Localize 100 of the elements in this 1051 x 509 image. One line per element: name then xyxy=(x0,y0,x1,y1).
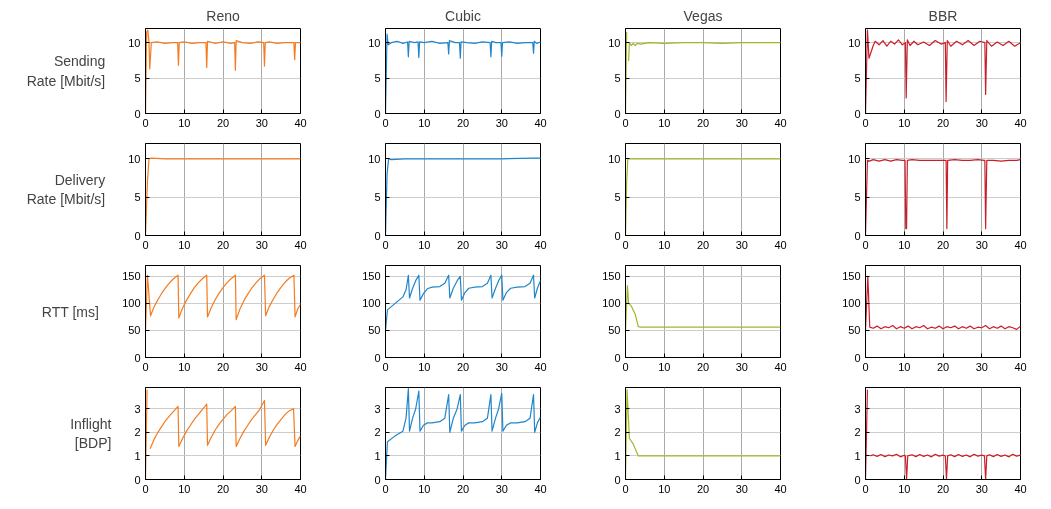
x-tick-label: 30 xyxy=(975,482,988,495)
x-tick-label: 40 xyxy=(294,482,307,495)
x-tick-label: 10 xyxy=(178,116,191,129)
x-tick-label: 10 xyxy=(418,360,431,373)
y-axis-title: Inflight [BDP] xyxy=(70,415,112,452)
x-tick-label: 0 xyxy=(382,238,389,251)
x-tick-label: 40 xyxy=(774,116,787,129)
x-tick-label: 30 xyxy=(495,482,508,495)
y-tick-label: 0 xyxy=(374,473,381,486)
y-tick-label: 5 xyxy=(374,191,381,204)
y-tick-label: 1 xyxy=(134,449,141,462)
x-tick-label: 20 xyxy=(456,482,470,495)
x-tick-label: 20 xyxy=(456,360,470,373)
x-tick-label: 40 xyxy=(1014,116,1027,129)
x-tick-label: 20 xyxy=(696,482,710,495)
y-axis-title: Delivery Rate [Mbit/s] xyxy=(26,171,106,208)
y-tick-label: 10 xyxy=(848,36,861,49)
x-tick-label: 20 xyxy=(936,482,950,495)
x-tick-label: 10 xyxy=(418,238,431,251)
y-tick-label: 0 xyxy=(134,107,141,120)
chart-title: Reno xyxy=(206,7,240,24)
x-tick-label: 40 xyxy=(1014,238,1027,251)
y-tick-label: 10 xyxy=(128,152,141,165)
x-tick-label: 20 xyxy=(696,360,710,373)
x-tick-label: 0 xyxy=(142,238,149,251)
x-tick-label: 0 xyxy=(622,238,629,251)
y-tick-label: 0 xyxy=(614,351,621,364)
y-tick-label: 5 xyxy=(854,72,861,85)
y-tick-label: 10 xyxy=(368,36,381,49)
x-tick-label: 0 xyxy=(382,482,389,495)
x-tick-label: 0 xyxy=(862,116,869,129)
y-tick-label: 0 xyxy=(374,107,381,120)
y-tick-label: 3 xyxy=(614,402,621,415)
x-tick-label: 30 xyxy=(255,116,268,129)
y-tick-label: 0 xyxy=(614,229,621,242)
x-tick-label: 30 xyxy=(975,238,988,251)
x-tick-label: 10 xyxy=(418,482,431,495)
y-tick-label: 0 xyxy=(134,351,141,364)
chart-title: Vegas xyxy=(683,7,723,24)
y-tick-label: 3 xyxy=(854,402,861,415)
y-tick-label: 1 xyxy=(614,449,621,462)
x-tick-label: 30 xyxy=(495,238,508,251)
y-tick-label: 0 xyxy=(374,229,381,242)
x-tick-label: 20 xyxy=(216,360,230,373)
chart-title: Cubic xyxy=(445,7,481,24)
x-tick-label: 10 xyxy=(178,360,191,373)
x-tick-label: 0 xyxy=(382,116,389,129)
y-tick-label: 2 xyxy=(374,426,381,439)
x-tick-label: 10 xyxy=(658,238,671,251)
x-tick-label: 0 xyxy=(862,360,869,373)
x-tick-label: 10 xyxy=(658,116,671,129)
x-tick-label: 40 xyxy=(534,116,547,129)
x-tick-label: 20 xyxy=(936,116,950,129)
x-tick-label: 30 xyxy=(255,238,268,251)
y-axis-title: RTT [ms] xyxy=(41,303,99,320)
y-tick-label: 3 xyxy=(134,402,141,415)
x-tick-label: 10 xyxy=(898,238,911,251)
x-tick-label: 10 xyxy=(658,482,671,495)
x-tick-label: 30 xyxy=(255,360,268,373)
y-tick-label: 1 xyxy=(854,449,861,462)
y-tick-label: 150 xyxy=(602,270,621,283)
x-tick-label: 30 xyxy=(735,360,748,373)
x-tick-label: 30 xyxy=(735,238,748,251)
x-tick-label: 0 xyxy=(142,360,149,373)
x-tick-label: 0 xyxy=(862,482,869,495)
y-tick-label: 0 xyxy=(614,107,621,120)
y-tick-label: 2 xyxy=(614,426,621,439)
y-tick-label: 10 xyxy=(608,36,621,49)
y-tick-label: 10 xyxy=(368,152,381,165)
x-tick-label: 20 xyxy=(696,116,710,129)
y-tick-label: 150 xyxy=(842,270,861,283)
x-tick-label: 0 xyxy=(142,116,149,129)
y-axis-title: Sending Rate [Mbit/s] xyxy=(26,53,106,89)
x-tick-label: 20 xyxy=(696,238,710,251)
y-tick-label: 150 xyxy=(122,270,141,283)
x-tick-label: 20 xyxy=(216,238,230,251)
y-tick-label: 100 xyxy=(842,297,861,310)
x-tick-label: 30 xyxy=(495,116,508,129)
y-tick-label: 100 xyxy=(122,297,141,310)
x-tick-label: 30 xyxy=(735,482,748,495)
y-tick-label: 0 xyxy=(854,229,861,242)
x-tick-label: 0 xyxy=(622,116,629,129)
y-tick-label: 100 xyxy=(602,297,621,310)
y-tick-label: 5 xyxy=(134,191,141,204)
y-tick-label: 2 xyxy=(134,426,141,439)
y-tick-label: 5 xyxy=(614,72,621,85)
y-tick-label: 2 xyxy=(854,426,861,439)
x-tick-label: 0 xyxy=(142,482,149,495)
x-tick-label: 40 xyxy=(294,116,307,129)
x-tick-label: 40 xyxy=(534,360,547,373)
y-tick-label: 50 xyxy=(608,324,621,337)
x-tick-label: 40 xyxy=(774,482,787,495)
x-tick-label: 10 xyxy=(178,238,191,251)
x-tick-label: 20 xyxy=(456,116,470,129)
x-tick-label: 10 xyxy=(898,116,911,129)
y-tick-label: 0 xyxy=(134,229,141,242)
x-tick-label: 40 xyxy=(294,360,307,373)
y-tick-label: 100 xyxy=(362,297,381,310)
x-tick-label: 10 xyxy=(178,482,191,495)
y-tick-label: 0 xyxy=(854,473,861,486)
